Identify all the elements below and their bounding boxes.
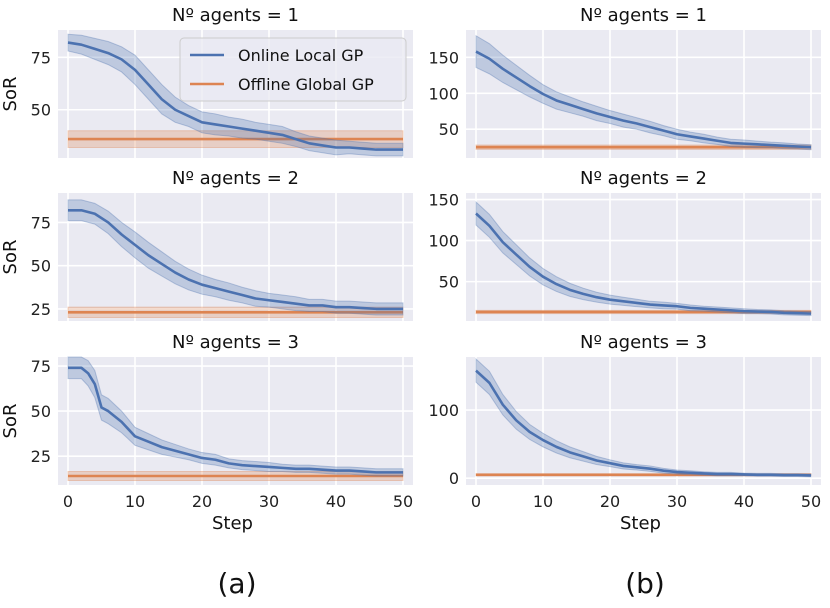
y-tick-label: 0 (449, 469, 459, 488)
legend: Online Local GP Offline Global GP (179, 37, 407, 102)
x-tick-label: 10 (533, 492, 553, 511)
online-series-line (475, 212, 812, 315)
y-tick-label: 100 (428, 84, 459, 103)
y-axis-label: SoR (0, 240, 21, 275)
caption-left: (a) (217, 567, 256, 600)
y-tick-label: 150 (428, 48, 459, 67)
subplot-6: 0 100 0 10 20 30 40 50 Step Nº agents = 3 (428, 332, 821, 534)
y-tick-label: 50 (31, 402, 51, 421)
subplot-2: 25 50 75 Nº agents = 2 SoR (0, 168, 413, 321)
x-tick-label: 50 (393, 492, 413, 511)
y-axis-label: SoR (0, 77, 21, 112)
x-tick-label: 30 (667, 492, 687, 511)
online-confidence-band (475, 200, 812, 317)
y-tick-label: 75 (31, 48, 51, 67)
y-tick-label: 75 (31, 213, 51, 232)
subplot-1: 50 75 Nº agents = 1 SoR Online Local GP Offli… (0, 5, 413, 158)
online-series-line (68, 209, 403, 311)
y-tick-label: 100 (428, 232, 459, 251)
online-series-line (475, 369, 812, 477)
legend-box (179, 37, 407, 102)
y-axis-label: SoR (0, 404, 21, 439)
online-confidence-band (67, 356, 404, 477)
y-tick-label: 75 (31, 357, 51, 376)
y-tick-label: 50 (31, 257, 51, 276)
legend-offline-label: Offline Global GP (238, 75, 374, 94)
x-axis-label: Step (620, 513, 661, 534)
online-confidence-band (67, 33, 404, 157)
x-tick-label: 40 (734, 492, 754, 511)
x-tick-label: 30 (259, 492, 279, 511)
y-tick-label: 150 (428, 191, 459, 210)
subplot-3: 25 50 75 0 10 20 30 40 50 Step Nº agents = 3 SoR (0, 332, 413, 534)
subplot-4: 50 100 150 Nº agents = 1 (428, 5, 821, 158)
subplot-title: Nº agents = 3 (580, 332, 707, 353)
subplot-title: Nº agents = 2 (172, 168, 299, 189)
plot-area (466, 357, 821, 485)
y-tick-label: 50 (439, 273, 459, 292)
y-tick-label: 25 (31, 300, 51, 319)
x-tick-label: 10 (125, 492, 145, 511)
x-axis-label: Step (212, 513, 253, 534)
x-tick-label: 20 (192, 492, 212, 511)
x-tick-label: 20 (600, 492, 620, 511)
y-tick-label: 100 (428, 401, 459, 420)
subplot-title: Nº agents = 1 (172, 5, 299, 26)
online-confidence-band (67, 199, 404, 316)
x-tick-label: 0 (471, 492, 481, 511)
online-series-line (475, 50, 812, 149)
x-tick-label: 0 (63, 492, 73, 511)
subplot-title: Nº agents = 3 (172, 332, 299, 353)
y-tick-label: 50 (439, 120, 459, 139)
caption-right: (b) (625, 567, 665, 600)
online-series-line (68, 366, 403, 474)
x-tick-label: 50 (801, 492, 821, 511)
y-tick-label: 25 (31, 447, 51, 466)
subplot-5: 50 100 150 Nº agents = 2 (428, 168, 821, 321)
subplot-title: Nº agents = 1 (580, 5, 707, 26)
x-tick-label: 40 (326, 492, 346, 511)
online-series-line (67, 41, 403, 151)
plot-area (466, 193, 821, 321)
y-tick-label: 50 (31, 101, 51, 120)
subplot-title: Nº agents = 2 (580, 168, 707, 189)
plot-area (58, 193, 413, 321)
legend-online-label: Online Local GP (238, 46, 364, 65)
